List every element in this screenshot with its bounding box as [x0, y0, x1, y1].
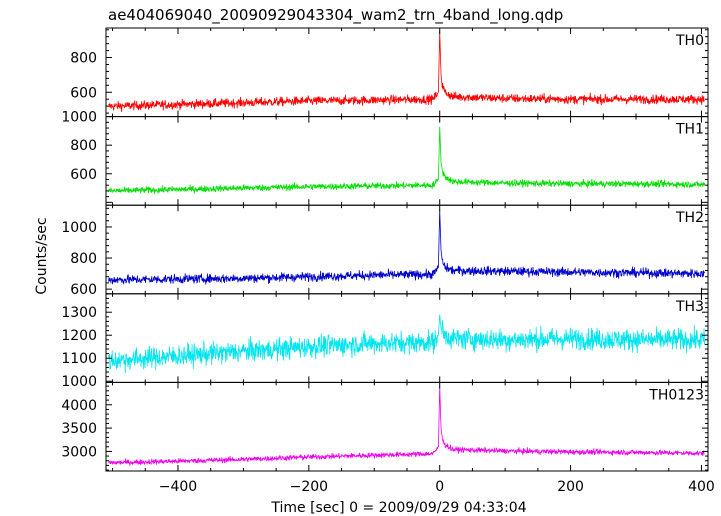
x-axis-label: Time [sec] 0 = 2009/09/29 04:33:04 — [270, 500, 526, 516]
y-tick-label: 1100 — [61, 351, 97, 367]
x-tick-label: 0 — [435, 479, 444, 495]
x-tick-label: 400 — [688, 479, 715, 495]
series-line-th0123 — [108, 386, 705, 466]
y-tick-label: 1000 — [61, 374, 97, 390]
panel-th2: 600 800 1000 TH2 — [61, 204, 709, 298]
y-tick-label: 1200 — [61, 328, 97, 344]
x-tick-label: −400 — [159, 479, 197, 495]
series-label-th1: TH1 — [675, 122, 704, 138]
y-tick-label: 4000 — [61, 398, 97, 414]
x-tick-label: 200 — [557, 479, 584, 495]
y-tick-label: 3000 — [61, 444, 97, 460]
y-tick-label: 600 — [70, 85, 97, 101]
y-tick-label: 1000 — [61, 220, 97, 236]
series-label-th2: TH2 — [675, 210, 704, 226]
y-tick-label: 800 — [70, 138, 97, 154]
y-tick-label: 800 — [70, 251, 97, 267]
panel-th0123: 3000 3500 4000 TH0123 — [61, 381, 709, 472]
panel-frame — [105, 116, 709, 206]
y-tick-label: 600 — [70, 167, 97, 183]
series-line-th3 — [108, 314, 706, 373]
series-line-th1 — [108, 126, 706, 195]
x-tick-label: −200 — [290, 479, 328, 495]
series-line-th0 — [108, 31, 705, 112]
panel-th1: 600 800 1000 TH1 — [61, 110, 709, 206]
series-label-th0: TH0 — [675, 33, 704, 49]
y-tick-label: 3500 — [61, 421, 97, 437]
panel-th3: 1000 1100 1200 1300 TH3 — [61, 293, 709, 390]
y-axis-label: Counts/sec — [34, 217, 50, 294]
y-tick-label: 1300 — [61, 305, 97, 321]
series-line-th2 — [108, 209, 706, 285]
y-tick-label: 800 — [70, 51, 97, 67]
series-label-th3: TH3 — [675, 299, 704, 315]
panels: 600800TH06008001000TH16008001000TH210001… — [61, 27, 715, 495]
chart-title: ae404069040_20090929043304_wam2_trn_4ban… — [108, 6, 563, 25]
panel-frame — [105, 381, 709, 472]
y-tick-label: 600 — [70, 282, 97, 298]
series-label-th0123: TH0123 — [648, 387, 704, 403]
y-tick-label: 1000 — [61, 110, 97, 126]
panel-th0: 600 800 TH0 — [70, 27, 709, 118]
